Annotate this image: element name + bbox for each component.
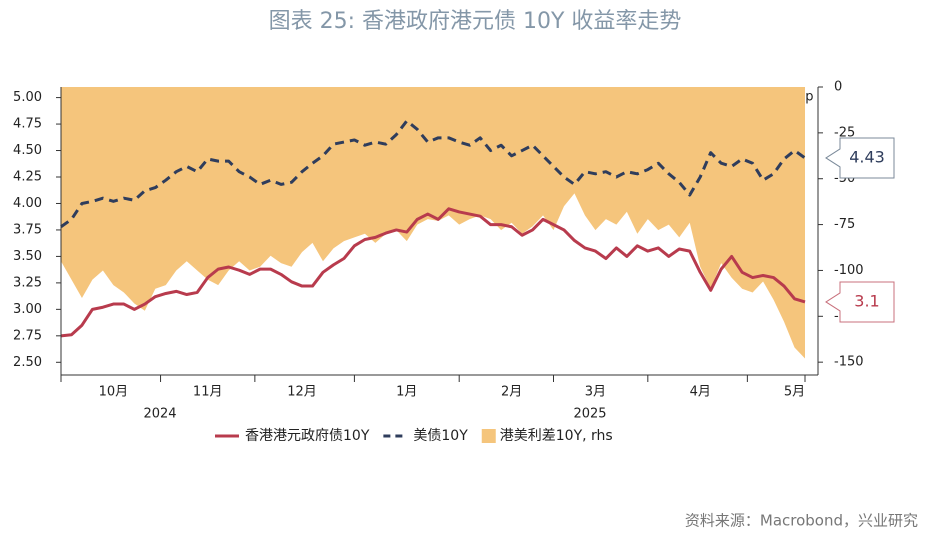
y-tick-label: 3.50: [13, 249, 42, 264]
y2-tick-label: -100: [834, 263, 864, 278]
y2-tick-label: -150: [834, 355, 864, 370]
y-tick-label: 3.25: [13, 275, 42, 290]
source: 资料来源：Macrobond，兴业研究: [685, 512, 918, 530]
x-tick-label: 12月: [287, 385, 317, 400]
y-tick-label: 2.75: [13, 328, 42, 343]
y-tick-label: 4.00: [13, 196, 42, 211]
y-tick-label: 3.75: [13, 222, 42, 237]
x-tick-label: 4月: [690, 385, 711, 400]
y-tick-label: 3.00: [13, 302, 42, 317]
line: [60, 119, 806, 228]
callout-box: [825, 281, 895, 323]
y-tick-label: 5.00: [13, 90, 42, 105]
y2-tick-label: 0: [834, 80, 842, 95]
y-tick-label: 4.25: [13, 170, 42, 185]
x-tick-label: 1月: [396, 385, 417, 400]
chart-title: 图表 25: 香港政府港元债 10Y 收益率走势: [269, 9, 682, 34]
line: [60, 207, 806, 338]
area: [61, 87, 805, 359]
legend-label: 香港港元政府债10Y: [245, 428, 370, 444]
callout-label: 3.1: [854, 291, 879, 310]
callout-label: 4.43: [849, 147, 885, 166]
y-tick-label: 4.50: [13, 143, 42, 158]
x-tick-label: 2月: [501, 385, 522, 400]
legend-swatch: [481, 429, 496, 443]
x-tick-label: 3月: [585, 385, 606, 400]
callout-box: [825, 137, 895, 179]
year-label: 2025: [573, 407, 606, 422]
x-tick-label: 5月: [784, 385, 805, 400]
y-tick-label: 2.50: [13, 355, 42, 370]
legend-label: 美债10Y: [413, 428, 468, 444]
x-tick-label: 10月: [99, 385, 129, 400]
legend-label: 港美利差10Y, rhs: [500, 428, 613, 444]
x-tick-label: 11月: [193, 385, 223, 400]
y2-tick-label: -25: [834, 125, 855, 140]
year-label: 2024: [143, 407, 176, 422]
y-tick-label: 4.75: [13, 117, 42, 132]
y2-tick-label: -75: [834, 217, 855, 232]
